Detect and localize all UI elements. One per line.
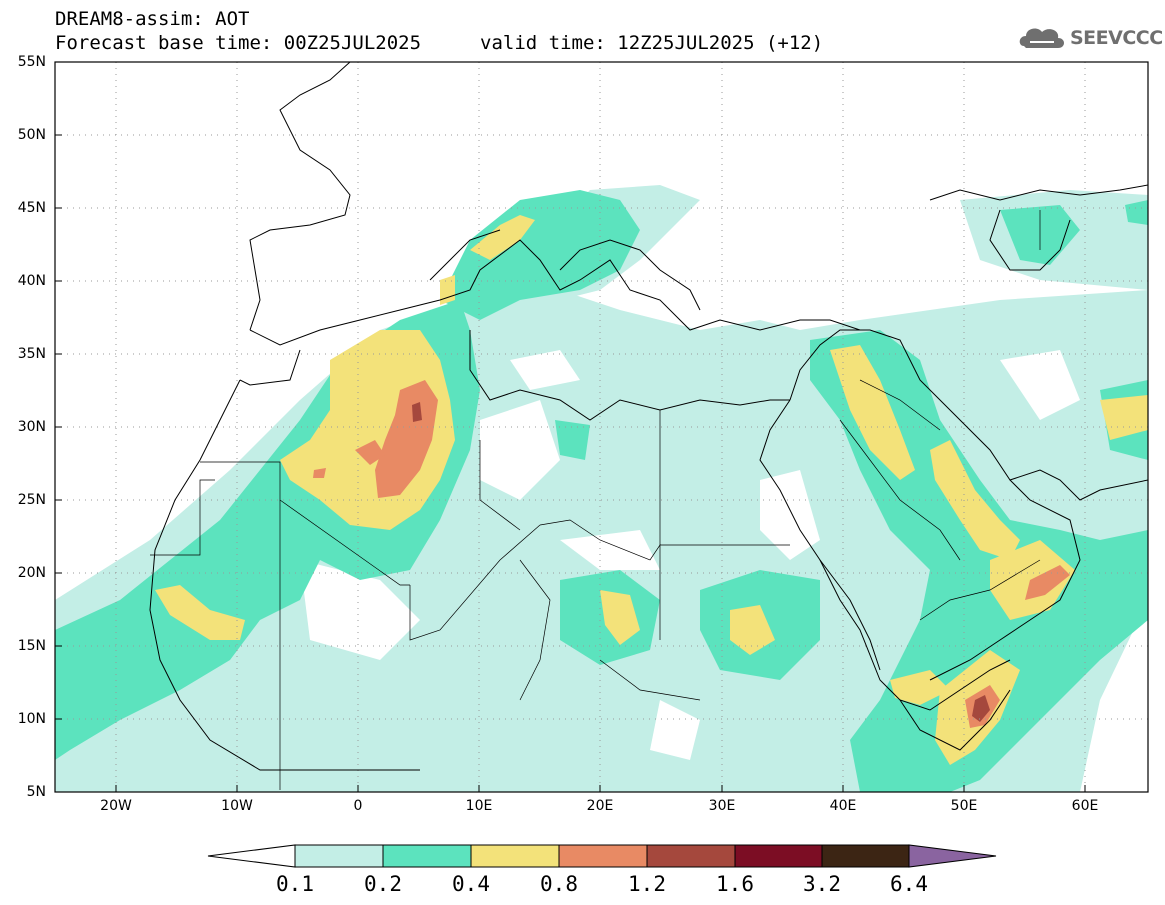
colorbar-label: 0.8 [540, 872, 578, 896]
logo-text: SEEVCCC [1070, 27, 1163, 49]
colorbar-over-arrow [908, 844, 997, 868]
colorbar-label: 6.4 [890, 872, 928, 896]
colorbar-bin-0.1 [294, 844, 384, 868]
seevccc-logo-icon [1019, 28, 1064, 48]
lat-label: 20N [17, 565, 46, 581]
colorbar-bin-3.2 [821, 844, 910, 868]
colorbar-under-arrow [207, 844, 296, 868]
lon-label: 0 [353, 798, 363, 814]
colorbar-label: 1.6 [716, 872, 754, 896]
lon-label: 60E [1071, 798, 1099, 814]
lat-label: 15N [17, 638, 46, 654]
axis-ticks [55, 61, 1086, 793]
colorbar-bin-0.2 [382, 844, 472, 868]
lon-label: 10W [221, 798, 253, 814]
aot-below-0.1 [300, 350, 1080, 760]
coastlines [149, 62, 1148, 771]
colorbar-bin-1.6 [734, 844, 823, 868]
lon-label: 20E [586, 798, 614, 814]
lon-label: 20W [100, 798, 132, 814]
valid-time: valid time: 12Z25JUL2025 (+12) [480, 32, 824, 54]
map-title: DREAM8-assim: AOT [55, 8, 250, 30]
lat-label: 40N [17, 273, 46, 289]
lat-label: 10N [17, 711, 46, 727]
colorbar [207, 844, 997, 868]
lat-label: 50N [17, 127, 46, 143]
colorbar-bin-0.4 [470, 844, 560, 868]
lat-label: 55N [17, 54, 46, 70]
lon-label: 40E [829, 798, 857, 814]
country-borders [150, 210, 1041, 790]
colorbar-bin-0.8 [558, 844, 648, 868]
colorbar-bin-1.2 [646, 844, 736, 868]
colorbar-label: 3.2 [803, 872, 841, 896]
forecast-base-time: Forecast base time: 00Z25JUL2025 [55, 32, 422, 54]
colorbar-label: 0.4 [452, 872, 490, 896]
lat-label: 45N [17, 200, 46, 216]
lat-label: 30N [17, 419, 46, 435]
lon-label: 10E [465, 798, 493, 814]
lon-label: 30E [708, 798, 736, 814]
lon-label: 50E [950, 798, 978, 814]
lat-label: 5N [26, 784, 46, 800]
aot-level-1.2 [412, 402, 990, 722]
graticule [55, 62, 1148, 792]
colorbar-label: 0.1 [276, 872, 314, 896]
lat-label: 35N [17, 346, 46, 362]
lat-label: 25N [17, 492, 46, 508]
colorbar-label: 1.2 [628, 872, 666, 896]
colorbar-label: 0.2 [364, 872, 402, 896]
